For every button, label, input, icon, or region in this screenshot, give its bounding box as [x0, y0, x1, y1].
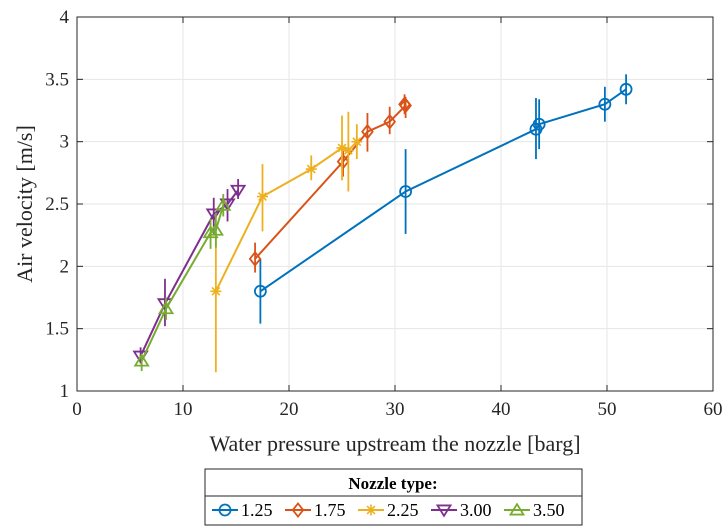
legend-item-3.50: 3.50	[504, 500, 565, 520]
series-line	[259, 88, 627, 293]
legend-marker	[365, 504, 377, 516]
data-point	[399, 185, 413, 198]
legend-title: Nozzle type:	[348, 474, 437, 493]
data-point	[598, 97, 612, 111]
data-point	[253, 284, 267, 298]
data-point	[133, 353, 150, 367]
data-point	[210, 285, 222, 297]
x-tick-label: 10	[174, 399, 193, 420]
data-point	[336, 142, 348, 154]
series-3.50	[133, 194, 232, 372]
series-2.25	[210, 111, 363, 373]
data-point	[336, 153, 350, 170]
legend-label: 3.00	[460, 500, 492, 520]
data-point	[351, 136, 363, 148]
legend-label: 3.50	[533, 500, 565, 520]
data-point	[305, 163, 317, 175]
series-1.25	[253, 74, 633, 324]
data-point	[205, 208, 222, 222]
data-point	[248, 250, 262, 267]
legend-label: 1.25	[241, 500, 273, 520]
data-point	[157, 301, 175, 315]
series-1.75	[248, 94, 412, 273]
legend-item-2.25: 2.25	[358, 500, 419, 520]
legend-box	[204, 468, 583, 526]
data-point	[619, 82, 633, 96]
y-tick-label: 3.5	[45, 69, 69, 90]
y-tick-label: 2	[60, 256, 70, 277]
legend-items: 1.25 1.75 2.25 3.00 3.50	[212, 500, 565, 520]
data-point	[207, 222, 224, 236]
x-tick-label: 60	[704, 399, 723, 420]
data-point	[229, 184, 247, 198]
y-tick-label: 1	[60, 381, 70, 402]
data-point	[398, 96, 411, 113]
data-point	[532, 117, 546, 131]
x-tick-label: 50	[598, 399, 617, 420]
data-point	[257, 191, 268, 203]
series-3.00	[132, 179, 247, 364]
legend-marker	[508, 502, 526, 516]
axes-frame	[76, 16, 714, 392]
axes: 0 10 20 30 40 50 60 1 1.5 2 2.5 3 3.5 4	[45, 7, 722, 420]
legend-label: 1.75	[314, 500, 346, 520]
x-axis-label: Water pressure upstream the nozzle [barg…	[209, 431, 580, 456]
data-point	[361, 123, 374, 140]
y-tick-label: 2.5	[45, 194, 69, 215]
data-point	[215, 197, 232, 211]
y-axis-label: Air velocity [m/s]	[12, 125, 37, 283]
data-point	[202, 225, 219, 239]
series-layer	[132, 74, 633, 373]
data-point	[342, 144, 354, 156]
x-tick-label: 30	[386, 399, 405, 420]
x-tick-label: 0	[72, 399, 82, 420]
data-point	[383, 113, 397, 130]
legend-item-1.25: 1.25	[212, 500, 273, 520]
legend-item-1.75: 1.75	[285, 500, 346, 520]
legend-marker	[291, 502, 305, 518]
legend-item-3.00: 3.00	[431, 500, 492, 520]
y-tick-label: 4	[60, 7, 70, 28]
legend: Nozzle type: 1.25 1.75 2.25 3.00 3.50	[204, 468, 583, 526]
y-tick-label: 1.5	[45, 319, 69, 340]
legend-marker	[218, 503, 232, 517]
x-tick-label: 20	[280, 399, 299, 420]
legend-label: 2.25	[387, 500, 419, 520]
legend-marker	[435, 504, 453, 518]
y-tick-label: 3	[60, 132, 70, 153]
x-tick-label: 40	[492, 399, 511, 420]
data-point	[219, 198, 236, 212]
